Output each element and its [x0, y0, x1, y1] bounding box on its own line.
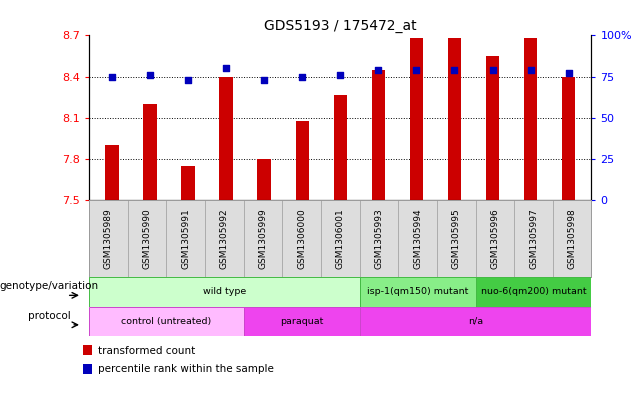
Bar [143, 104, 156, 200]
Point [411, 67, 422, 73]
Title: GDS5193 / 175472_at: GDS5193 / 175472_at [264, 19, 417, 33]
Point [487, 67, 497, 73]
Text: GSM1305999: GSM1305999 [258, 208, 268, 269]
Bar [486, 56, 499, 200]
Point [563, 70, 574, 77]
Point [221, 65, 231, 72]
Bar [562, 77, 576, 200]
Text: GSM1305990: GSM1305990 [142, 208, 151, 269]
Bar [524, 38, 537, 200]
Bar [89, 307, 244, 336]
Bar [334, 94, 347, 200]
Bar [359, 277, 476, 307]
Text: GSM1305994: GSM1305994 [413, 208, 422, 269]
Bar [83, 364, 92, 374]
Point [145, 72, 155, 78]
Bar [219, 77, 233, 200]
Text: GSM1305995: GSM1305995 [452, 208, 460, 269]
Text: GSM1305992: GSM1305992 [220, 208, 229, 269]
Text: n/a: n/a [468, 317, 483, 326]
Bar [296, 121, 309, 200]
Point [373, 67, 384, 73]
Text: GSM1305997: GSM1305997 [529, 208, 538, 269]
Bar [371, 70, 385, 200]
Text: transformed count: transformed count [98, 345, 195, 356]
Text: nuo-6(qm200) mutant: nuo-6(qm200) mutant [481, 287, 586, 296]
Text: protocol: protocol [27, 311, 71, 321]
Text: paraquat: paraquat [280, 317, 323, 326]
Bar [410, 38, 423, 200]
Text: wild type: wild type [203, 287, 246, 296]
Point [450, 67, 460, 73]
Point [107, 73, 117, 80]
Bar [448, 38, 461, 200]
Bar [359, 307, 591, 336]
Text: genotype/variation: genotype/variation [0, 281, 99, 292]
Bar [83, 345, 92, 355]
Bar [89, 277, 359, 307]
Text: GSM1305989: GSM1305989 [104, 208, 113, 269]
Text: GSM1306000: GSM1306000 [297, 208, 306, 269]
Point [259, 77, 269, 83]
Text: control (untreated): control (untreated) [121, 317, 211, 326]
Bar [105, 145, 118, 200]
Text: isp-1(qm150) mutant: isp-1(qm150) mutant [367, 287, 468, 296]
Point [335, 72, 345, 78]
Text: GSM1305993: GSM1305993 [375, 208, 384, 269]
Text: percentile rank within the sample: percentile rank within the sample [98, 364, 274, 375]
Point [297, 73, 307, 80]
Bar [181, 166, 195, 200]
Point [183, 77, 193, 83]
Bar [244, 307, 359, 336]
Bar [258, 159, 271, 200]
Text: GSM1305991: GSM1305991 [181, 208, 190, 269]
Text: GSM1305998: GSM1305998 [568, 208, 577, 269]
Point [525, 67, 536, 73]
Text: GSM1306001: GSM1306001 [336, 208, 345, 269]
Bar [476, 277, 591, 307]
Text: GSM1305996: GSM1305996 [490, 208, 499, 269]
